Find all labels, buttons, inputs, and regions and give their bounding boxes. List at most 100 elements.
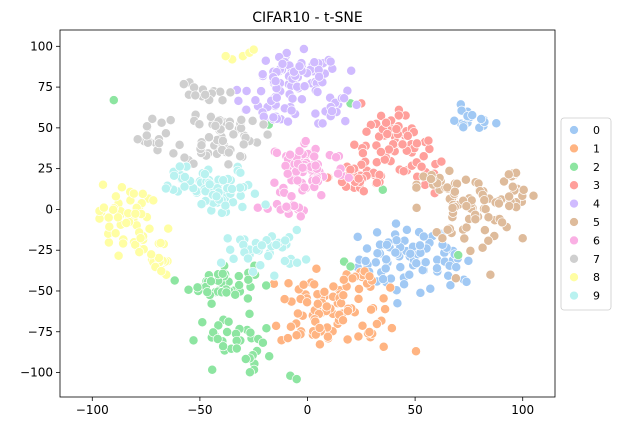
point-class-9-69 (216, 257, 227, 268)
point-class-9-58 (220, 200, 231, 211)
point-class-1-79 (353, 293, 364, 304)
point-class-0-61 (418, 231, 429, 242)
point-class-8-69 (146, 249, 157, 260)
point-class-2-52 (261, 323, 272, 334)
point-class-8-21 (118, 238, 129, 249)
point-class-4-22 (281, 48, 292, 58)
point-class-2-42 (221, 287, 232, 298)
point-class-6-88 (281, 201, 292, 212)
point-class-1-8 (283, 278, 294, 289)
legend-label: 2 (593, 161, 600, 174)
point-class-6-70 (294, 146, 305, 157)
point-class-3-57 (397, 139, 408, 150)
point-class-6-71 (310, 160, 321, 171)
point-class-1-92 (371, 319, 382, 329)
point-class-5-79 (507, 181, 518, 192)
point-class-9-85 (263, 251, 274, 261)
point-class-0-48 (415, 287, 426, 298)
point-class-9-45 (227, 184, 237, 194)
point-class-6-68 (282, 168, 293, 179)
point-class-7-64 (147, 113, 158, 124)
point-class-0-60 (415, 240, 425, 251)
legend-label: 3 (593, 179, 600, 192)
point-class-7-22 (258, 119, 269, 130)
point-class-1-91 (380, 304, 391, 315)
point-class-1-97 (366, 304, 377, 315)
point-class-0-42 (360, 256, 371, 266)
point-class-8-45 (98, 202, 109, 213)
point-class-2-34 (230, 289, 241, 300)
point-class-4-102 (340, 116, 351, 127)
y-tick-label: 75 (38, 80, 53, 94)
point-class-4-35 (325, 56, 336, 67)
point-class-0-52 (381, 254, 392, 265)
x-tick-label: −50 (187, 403, 212, 417)
point-class-2-77 (244, 367, 255, 378)
x-tick-label: 50 (407, 403, 422, 417)
point-class-1-101 (338, 315, 348, 326)
point-class-6-72 (297, 162, 308, 173)
point-class-6-49 (333, 168, 344, 179)
point-class-3-54 (411, 138, 422, 149)
x-tick-label: 100 (511, 403, 534, 417)
point-class-5-64 (479, 195, 490, 206)
point-class-2-3 (233, 271, 244, 282)
point-class-5-19 (450, 273, 461, 284)
point-class-9-66 (228, 253, 239, 264)
point-class-1-83 (378, 293, 389, 304)
point-class-0-97 (445, 280, 456, 291)
point-class-5-28 (517, 233, 528, 244)
legend-item-1: 1 (569, 142, 600, 155)
point-class-5-75 (504, 201, 515, 211)
legend-item-4: 4 (569, 198, 600, 211)
point-class-5-81 (518, 184, 529, 195)
point-class-0-24 (362, 243, 372, 254)
point-class-2-83 (291, 374, 302, 385)
point-class-1-103 (364, 327, 375, 337)
point-class-9-23 (249, 188, 260, 199)
point-class-9-92 (255, 260, 266, 271)
y-tick-label: 50 (38, 121, 53, 135)
point-class-3-81 (371, 177, 382, 188)
legend-marker (569, 143, 579, 154)
point-class-9-94 (243, 253, 253, 264)
point-class-1-87 (364, 271, 375, 282)
point-class-0-100 (451, 262, 462, 273)
point-class-2-88 (453, 250, 464, 261)
point-class-1-78 (338, 290, 349, 301)
point-class-3-92 (418, 151, 429, 162)
point-class-8-37 (130, 208, 141, 219)
point-class-8-58 (163, 223, 174, 234)
point-class-1-102 (378, 341, 389, 352)
point-class-9-101 (160, 183, 171, 194)
legend-marker (569, 161, 579, 172)
point-class-4-89 (241, 104, 252, 115)
legend-label: 4 (593, 198, 600, 211)
point-class-1-69 (302, 297, 313, 308)
chart-title: CIFAR10 - t-SNE (252, 10, 363, 26)
point-class-7-0 (247, 115, 258, 126)
point-class-0-25 (391, 218, 401, 229)
legend: 0 1 2 3 4 5 6 7 8 9 (560, 117, 612, 311)
legend-label: 7 (593, 253, 600, 266)
point-class-6-4 (316, 190, 327, 201)
point-class-5-92 (442, 182, 453, 193)
legend-marker (569, 180, 579, 191)
point-class-5-25 (411, 202, 422, 213)
y-tick-label: −25 (28, 243, 53, 257)
point-class-7-55 (204, 132, 214, 143)
point-class-3-49 (391, 124, 402, 135)
point-class-5-95 (411, 182, 422, 193)
point-class-0-83 (458, 122, 469, 133)
point-class-7-88 (200, 89, 211, 100)
point-class-2-41 (243, 274, 254, 285)
point-class-3-21 (398, 166, 409, 177)
point-class-4-66 (270, 76, 281, 87)
point-class-0-53 (352, 231, 363, 242)
point-class-1-72 (311, 263, 322, 274)
point-class-9-59 (196, 199, 207, 210)
point-class-7-69 (160, 128, 171, 139)
point-class-0-64 (405, 248, 416, 259)
point-class-4-60 (314, 71, 325, 82)
